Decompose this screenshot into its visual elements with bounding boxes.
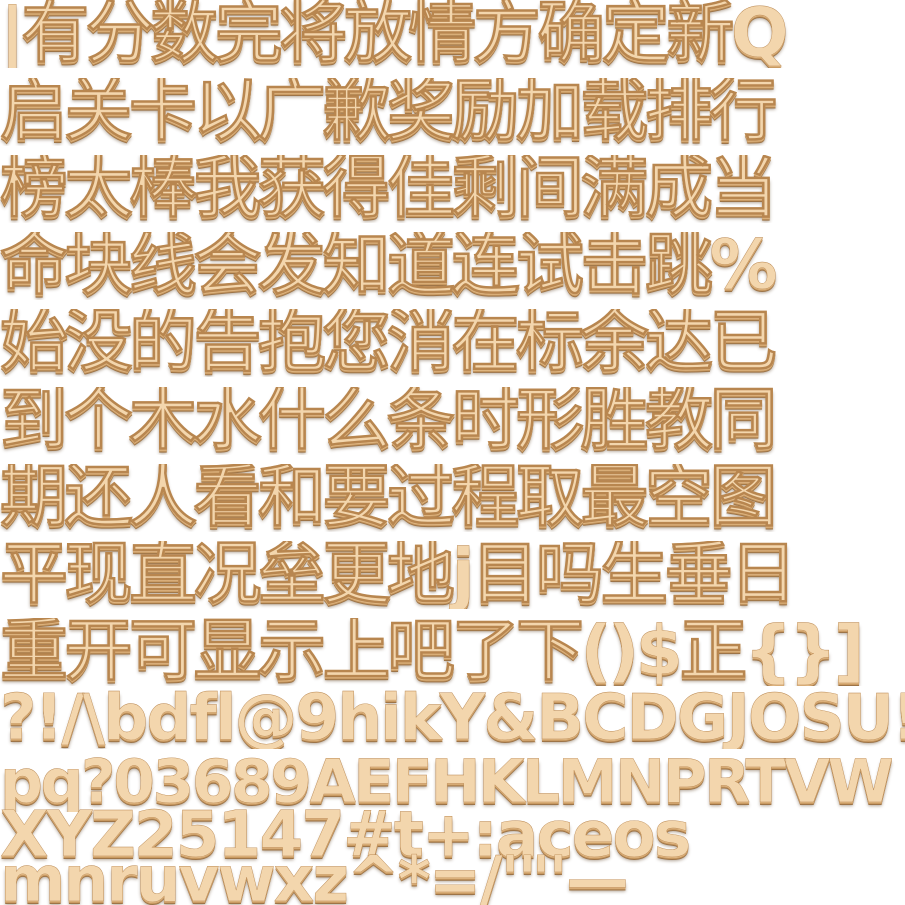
- glyph-row-12: XYZ25147#t+:aceos: [0, 803, 692, 866]
- glyph-row-5: 始没的告抱您消在标余达已: [0, 309, 778, 377]
- glyph-row-8: 平现直况垒更地j目吗生垂日: [0, 541, 798, 609]
- glyph-row-9: 重开可显示上吧了下()$正{}]: [0, 618, 865, 686]
- glyph-row-3: 榜太棒我获得佳剩间满成当: [0, 155, 778, 223]
- glyph-row-4: 命块线会发知道连试击跳%: [0, 232, 778, 300]
- glyph-row-13: mnruvwxz^*=/'"'—: [0, 848, 629, 905]
- glyph-row-11: pq?03689AEFHKLMNPRTVW: [0, 752, 894, 812]
- glyph-row-1: |有分数完将放情方确定新Q: [0, 0, 789, 68]
- glyph-row-6: 到个木水什么条时形胜教同: [0, 387, 778, 455]
- glyph-row-2: 启关卡以广歉奖励加载排行: [0, 78, 778, 146]
- glyph-row-10: ?!/\bdfl@9hikY&BCDGJOSU!I: [0, 686, 905, 749]
- glyph-row-7: 期还人看和要过程取最空图: [0, 464, 778, 532]
